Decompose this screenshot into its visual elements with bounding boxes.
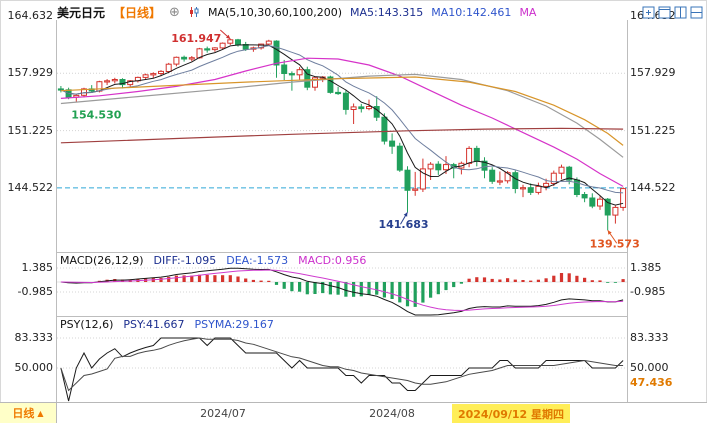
macd-diff-value: DIFF:-1.095 bbox=[153, 254, 217, 267]
x-tick-august: 2024/08 bbox=[369, 407, 415, 420]
y-axis-label: 50.000 bbox=[14, 361, 54, 374]
price-annotation: 139.573 bbox=[590, 237, 640, 250]
tile-vertical-icon[interactable] bbox=[674, 4, 687, 19]
y-axis-label: 157.929 bbox=[630, 66, 676, 79]
y-axis-label: -0.985 bbox=[17, 285, 53, 298]
y-axis-label: 144.522 bbox=[7, 181, 54, 194]
macd-lines bbox=[60, 267, 624, 316]
price-annotation: 161.947 bbox=[171, 32, 221, 45]
y-axis-label: 50.000 bbox=[630, 361, 669, 374]
window-controls bbox=[642, 4, 703, 19]
macd-header: MACD(26,12,9) DIFF:-1.095 DEA:-1.573 MAC… bbox=[60, 254, 366, 267]
price-annotations: 161.947 154.530 141.683 139.573 bbox=[71, 29, 640, 250]
y-axis-label: 83.333 bbox=[14, 331, 54, 344]
tile-horizontal-icon[interactable] bbox=[690, 4, 703, 19]
candles-layer[interactable] bbox=[57, 38, 627, 231]
y-axis-label: 151.225 bbox=[630, 124, 676, 137]
chevron-up-icon: ▲ bbox=[37, 408, 44, 418]
ma10-value: MA10:142.461 bbox=[431, 5, 512, 19]
period-selector-label: 日线 bbox=[12, 407, 35, 420]
ma-settings-label: MA(5,10,30,60,100,200) bbox=[207, 5, 342, 19]
price-annotation: 154.530 bbox=[71, 108, 121, 121]
y-axis-label: 1.385 bbox=[630, 261, 662, 274]
price-annotation: 141.683 bbox=[378, 218, 428, 231]
period-tag[interactable]: 【日线】 bbox=[113, 5, 162, 20]
ma-overflow-label: MA bbox=[519, 5, 537, 19]
current-date-highlight: 2024/09/12 星期四 bbox=[452, 404, 570, 423]
psy-header: PSY(12,6) PSY:41.667 PSYMA:29.167 bbox=[60, 318, 274, 331]
macd-bar-value: MACD:0.956 bbox=[298, 254, 367, 267]
psy-indicator-label: PSY(12,6) bbox=[60, 318, 114, 331]
ma-lines-layer bbox=[60, 44, 624, 206]
y-axis-label: 151.225 bbox=[7, 124, 54, 137]
title-bar: 美元日元 【日线】 ⊕ MA(5,10,30,60,100,200) MA5:1… bbox=[57, 3, 536, 21]
y-axis-label: 164.632 bbox=[7, 9, 54, 22]
ma5-value: MA5:143.315 bbox=[350, 5, 424, 19]
y-axis-label: 157.929 bbox=[7, 66, 54, 79]
x-tick-july: 2024/07 bbox=[200, 407, 246, 420]
psy-last-value-tag: 47.436 bbox=[630, 376, 673, 389]
macd-indicator-label: MACD(26,12,9) bbox=[60, 254, 144, 267]
candlestick-icon[interactable] bbox=[188, 6, 200, 18]
period-selector[interactable]: 日线 ▲ bbox=[0, 403, 57, 423]
psy-value: PSY:41.667 bbox=[123, 318, 185, 331]
y-axis-label: 83.333 bbox=[630, 331, 669, 344]
symbol-title: 美元日元 bbox=[57, 5, 106, 20]
y-axis-label: 1.385 bbox=[21, 261, 54, 274]
zoom-plus-icon[interactable]: ⊕ bbox=[169, 4, 180, 20]
maximize-window-icon[interactable] bbox=[658, 4, 671, 19]
psyma-value: PSYMA:29.167 bbox=[194, 318, 274, 331]
x-axis-bar: 日线 ▲ 2024/07 2024/08 2024/09/12 星期四 bbox=[0, 402, 707, 423]
new-chart-window-icon[interactable] bbox=[642, 4, 655, 19]
psy-lines bbox=[60, 337, 624, 402]
y-axis-label: -0.985 bbox=[630, 285, 666, 298]
macd-dea-value: DEA:-1.573 bbox=[226, 254, 289, 267]
y-axis-label: 144.522 bbox=[630, 181, 676, 194]
